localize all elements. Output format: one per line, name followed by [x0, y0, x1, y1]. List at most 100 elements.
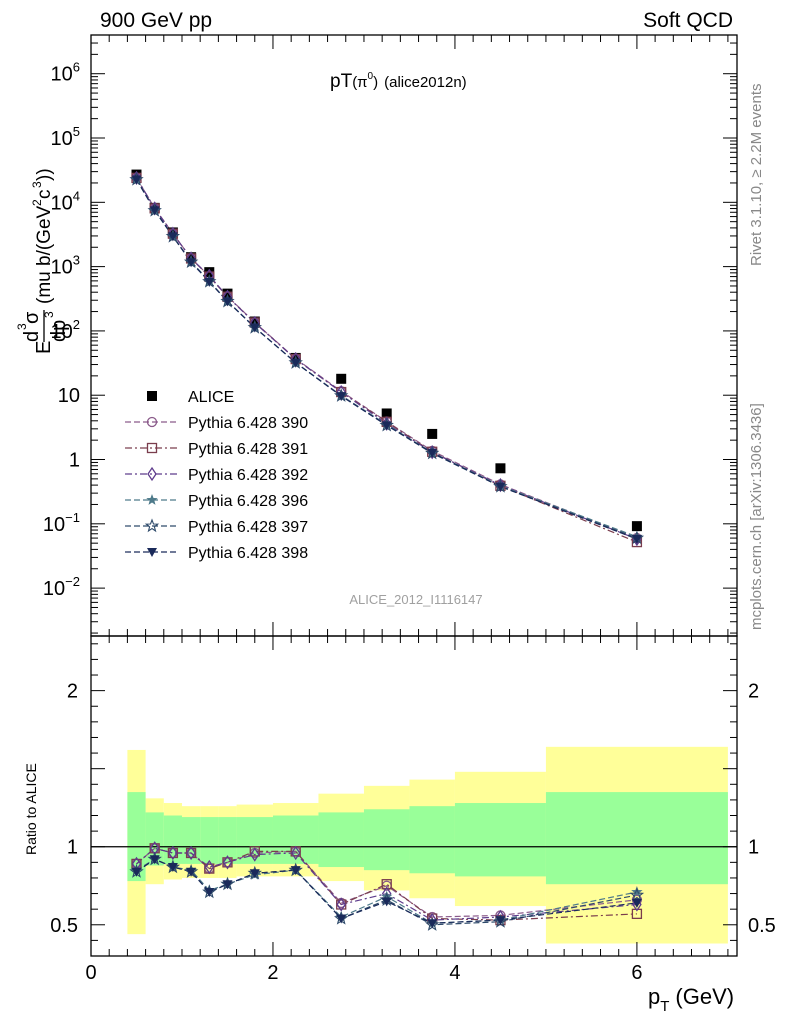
ratio-series-line: [136, 847, 637, 918]
plot-frames: [90, 34, 738, 957]
y-tick-label: 105: [51, 124, 80, 150]
main-point: [495, 482, 506, 492]
y-tick-label: 103: [51, 253, 80, 279]
main-point: [167, 232, 178, 242]
main-series-line: [135, 177, 638, 543]
rivet-label: Rivet 3.1.10, ≥ 2.2M events: [748, 84, 765, 267]
legend-label: Pythia 6.428 390: [188, 415, 308, 432]
main-series-line: [135, 177, 638, 539]
ratio-point: [629, 887, 645, 902]
plot-title-sup: 0: [368, 71, 374, 82]
band-inner-bin: [218, 817, 237, 864]
main-point: [381, 421, 392, 431]
plot-title: pT(π0) (alice2012n): [330, 71, 467, 92]
ratio-point: [290, 866, 301, 876]
legend-label: Pythia 6.428 396: [188, 493, 308, 510]
main-point: [495, 463, 506, 474]
main-point: [427, 428, 438, 439]
svg-text:σ: σ: [21, 311, 43, 324]
ratio-y-tick-label: 1: [67, 837, 78, 859]
y-tick-label: 106: [51, 60, 80, 86]
ratio-point: [222, 880, 233, 890]
ratio-point: [204, 859, 215, 875]
band-inner-bin: [454, 803, 546, 877]
ratio-point: [249, 847, 260, 862]
ratio-y-tick-label: 0.5: [50, 915, 78, 937]
mcplots-label: mcplots.cern.ch [arXiv:1306.3436]: [748, 403, 765, 630]
svg-text:dp: dp: [48, 320, 70, 342]
ratio-point: [249, 869, 260, 879]
main-point: [631, 521, 642, 532]
ratio-frame: [90, 635, 738, 957]
main-point: [222, 297, 233, 307]
main-point: [631, 535, 642, 545]
legend-marker: [146, 494, 158, 505]
ratio-point: [186, 845, 196, 861]
ratio-point: [186, 867, 197, 877]
main-series-line: [135, 179, 638, 540]
legend-marker: [146, 442, 158, 454]
svg-text:E: E: [33, 341, 55, 354]
svg-text:)): )): [34, 168, 55, 181]
ratio-ylabel: Ratio to ALICE: [23, 763, 39, 855]
ratio-uncertainty-bands: [127, 746, 728, 944]
series-markers: [129, 169, 645, 931]
ratio-y-tick-label-right: 2: [748, 681, 759, 703]
ratio-point: [290, 845, 301, 861]
ratio-point: [631, 898, 642, 908]
main-point: [204, 277, 215, 287]
legend-marker: [146, 416, 158, 428]
main-point: [381, 408, 392, 419]
band-inner-bin: [272, 815, 319, 864]
main-point: [427, 448, 438, 458]
plot-title-main: pT: [330, 71, 353, 92]
y-tick-label: 1: [69, 450, 80, 472]
main-point: [222, 288, 233, 299]
ratio-point: [168, 845, 178, 861]
svg-text:3: 3: [42, 311, 56, 318]
plot-title-tag: (alice2012n): [384, 74, 467, 91]
ratio-point: [249, 846, 260, 857]
ratio-point: [427, 919, 438, 929]
plot-title-close: ): [373, 74, 378, 91]
svg-text:(mu b/(GeV: (mu b/(GeV: [34, 205, 55, 304]
ratio-point: [381, 897, 392, 907]
y-tick-label: 102: [51, 317, 80, 343]
legend-marker: [147, 466, 157, 482]
main-series-line: [135, 179, 638, 539]
header-right: Soft QCD: [643, 9, 733, 32]
ratio-point: [204, 888, 215, 897]
x-tick-label: 4: [449, 962, 460, 984]
ratio-point: [336, 897, 346, 912]
svg-text:3: 3: [15, 323, 29, 330]
svg-text:d: d: [21, 331, 43, 342]
x-tick-label: 2: [267, 962, 278, 984]
band-inner-bin: [545, 792, 728, 885]
main-series-line: [135, 177, 638, 540]
y-tick-label: 10−1: [43, 510, 80, 536]
legend-marker: [147, 391, 157, 401]
y-tick-label: 104: [51, 188, 80, 214]
y-tick-label: 10: [58, 385, 80, 407]
ratio-point: [495, 916, 506, 926]
analysis-watermark: ALICE_2012_I1116147: [349, 592, 482, 607]
main-point: [186, 258, 197, 268]
y-tick-label: 10−2: [43, 574, 80, 600]
ratio-point: [131, 867, 142, 877]
header-left: 900 GeV pp: [100, 9, 212, 32]
x-tick-label: 0: [85, 962, 96, 984]
band-inner-bin: [363, 809, 410, 871]
svg-text:c: c: [34, 190, 55, 200]
x-axis-label: pT (GeV): [648, 984, 734, 1015]
plot-title-sub: (π: [352, 74, 367, 91]
main-point: [149, 206, 160, 216]
legend-label: Pythia 6.428 391: [188, 441, 308, 458]
main-point: [290, 358, 301, 368]
main-point: [336, 373, 347, 384]
ratio-point: [222, 855, 233, 870]
band-inner-bin: [318, 812, 364, 868]
ratio-point: [336, 914, 347, 924]
ratio-point: [167, 863, 178, 873]
